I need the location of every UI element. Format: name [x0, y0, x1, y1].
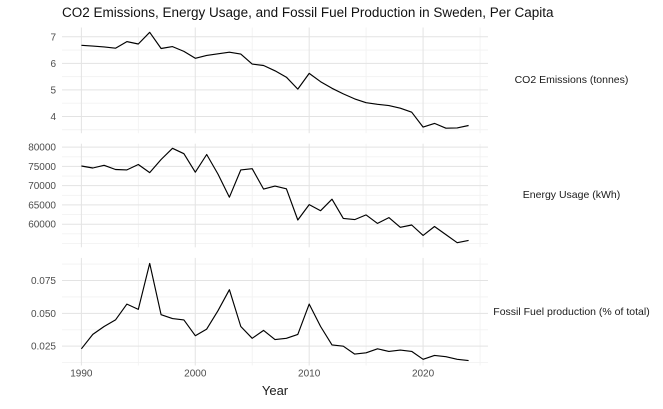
facet-strip-energy: Energy Usage (kWh)	[522, 189, 621, 201]
x-tick-label: 2000	[184, 369, 207, 380]
y-tick-label: 6	[50, 59, 56, 70]
x-tick-label: 1990	[70, 369, 93, 380]
y-tick-label: 65000	[28, 200, 56, 211]
series-line-1	[81, 147, 469, 244]
y-tick-label: 7	[50, 32, 56, 43]
y-tick-label: 4	[50, 112, 56, 123]
y-tick-label: 70000	[28, 181, 56, 192]
y-tick-label: 0.025	[31, 342, 56, 353]
x-axis-title: Year	[261, 383, 289, 398]
y-tick-label: 0.075	[31, 276, 56, 287]
y-tick-label: 80000	[28, 143, 56, 154]
y-tick-label: 75000	[28, 162, 56, 173]
y-tick-label: 5	[50, 85, 56, 96]
y-tick-label: 0.050	[31, 309, 56, 320]
facet-strip-co2: CO2 Emissions (tonnes)	[514, 74, 629, 86]
chart-title: CO2 Emissions, Energy Usage, and Fossil …	[62, 5, 554, 20]
x-tick-label: 2010	[298, 369, 321, 380]
series-line-0	[81, 31, 469, 129]
y-tick-label: 60000	[28, 220, 56, 231]
series-line-2	[80, 262, 469, 362]
facet-strip-fossil: Fossil Fuel production (% of total)	[493, 306, 650, 318]
x-tick-label: 2020	[412, 369, 435, 380]
